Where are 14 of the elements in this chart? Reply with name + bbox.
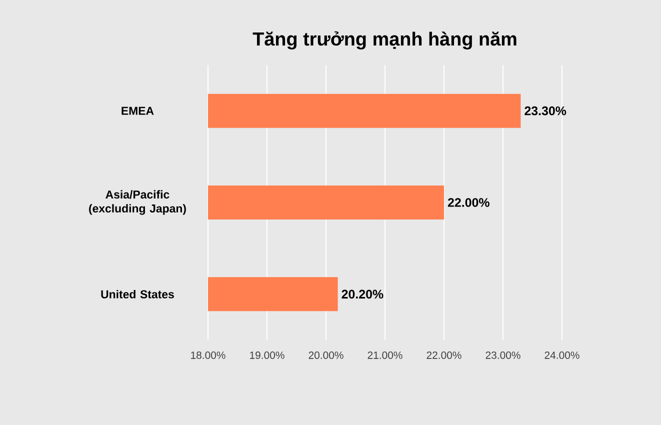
data-label: 20.20% [342, 290, 384, 299]
y-tick-label: United States [101, 290, 174, 298]
y-tick-label: EMEA [122, 106, 154, 115]
y-tick-label: Asia/Pacific (excluding Japan) [89, 190, 186, 215]
x-tick-label: 19.00% [250, 352, 284, 359]
chart-title: Tăng trưởng mạnh hàng năm [252, 31, 516, 50]
x-tick-label: 22.00% [426, 352, 462, 359]
data-label: 22.00% [448, 198, 490, 207]
x-tick-label: 24.00% [544, 352, 580, 359]
x-tick-label: 23.00% [486, 352, 520, 359]
x-tick-label: 20.00% [308, 352, 344, 359]
data-label: 23.30% [524, 106, 566, 116]
x-tick-label: 18.00% [191, 352, 226, 359]
x-tick-label: 21.00% [368, 352, 402, 359]
